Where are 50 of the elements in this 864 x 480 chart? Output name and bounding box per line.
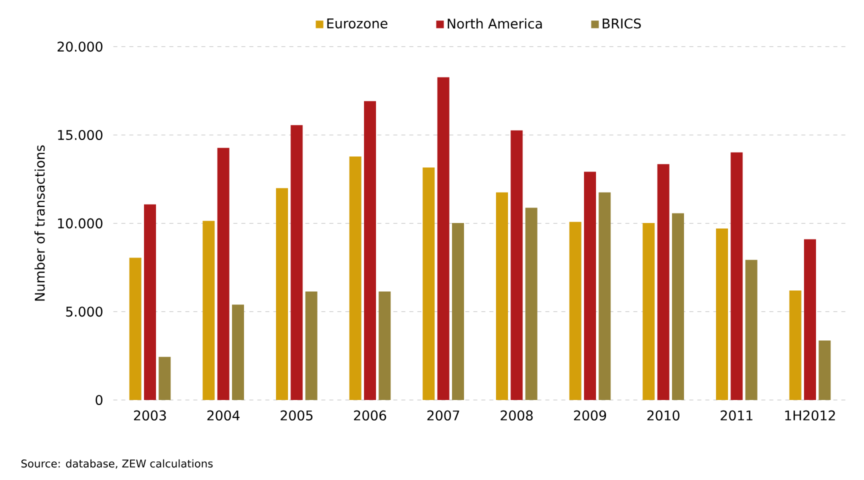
x-tick-label: 2006 xyxy=(354,410,386,420)
x-tick-label: 2008 xyxy=(500,410,533,420)
bar xyxy=(496,192,508,400)
bar xyxy=(378,292,391,400)
y-axis-title: Number of transactions xyxy=(34,145,45,301)
bar xyxy=(232,304,244,400)
bar xyxy=(598,192,611,400)
y-tick-label: 5.000 xyxy=(66,306,102,317)
y-tick-label: 20.000 xyxy=(58,42,102,52)
x-tick-label: 2009 xyxy=(574,410,606,420)
legend-label: Eurozone xyxy=(327,18,388,28)
y-tick-label: 10.000 xyxy=(58,218,102,228)
bar xyxy=(452,222,464,400)
bar xyxy=(290,125,303,400)
y-tick-label: 15.000 xyxy=(58,130,102,140)
bar xyxy=(525,208,538,400)
x-tick-label: 2010 xyxy=(647,410,680,420)
bar xyxy=(745,260,758,400)
bar xyxy=(584,172,596,400)
bar xyxy=(789,290,802,400)
bar xyxy=(569,222,582,400)
x-tick-label: 1H2012 xyxy=(785,410,835,420)
bar xyxy=(642,222,655,400)
source-note: Source: database, ZEW calculations xyxy=(21,459,213,469)
bar xyxy=(364,101,376,400)
x-tick-label: 2007 xyxy=(427,410,460,420)
x-tick-label: 2003 xyxy=(134,410,166,420)
bar xyxy=(804,239,816,400)
x-tick-label: 2005 xyxy=(280,410,312,420)
bar xyxy=(818,340,831,400)
bar xyxy=(657,164,670,400)
x-tick-label: 2004 xyxy=(207,410,240,420)
x-tick-label: 2011 xyxy=(720,410,752,420)
bar xyxy=(510,130,523,400)
bar xyxy=(305,292,318,400)
bar xyxy=(202,220,215,400)
legend-label: BRICS xyxy=(602,18,641,29)
bar xyxy=(144,204,156,400)
bar xyxy=(716,228,728,400)
bar xyxy=(349,156,362,400)
bar xyxy=(276,188,288,400)
bar xyxy=(437,77,450,400)
y-tick-label: 0 xyxy=(96,394,102,406)
bar xyxy=(672,213,684,400)
bar xyxy=(129,258,142,400)
bar xyxy=(217,148,230,400)
bar xyxy=(158,356,171,400)
bar xyxy=(422,168,435,400)
bar xyxy=(730,152,743,400)
legend-label: North America xyxy=(448,18,542,29)
